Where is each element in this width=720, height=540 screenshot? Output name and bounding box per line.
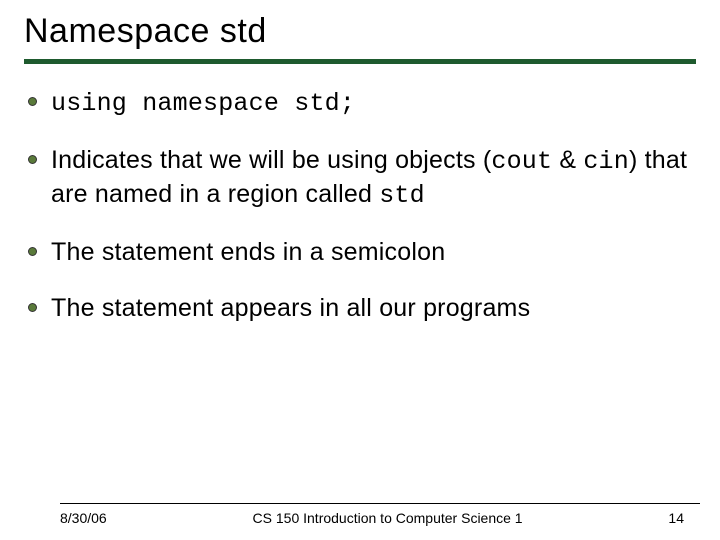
bullet-icon: [28, 303, 37, 312]
code-text: cout: [491, 147, 552, 176]
footer-divider: [60, 503, 700, 504]
bullet-icon: [28, 247, 37, 256]
bullet-text: The statement appears in all our program…: [51, 292, 530, 324]
slide-footer: 8/30/06 CS 150 Introduction to Computer …: [0, 503, 720, 526]
footer-date: 8/30/06: [60, 510, 107, 526]
bullet-item: The statement appears in all our program…: [28, 292, 696, 324]
slide: Namespace std using namespace std; Indic…: [0, 0, 720, 540]
bullet-item: using namespace std;: [28, 86, 696, 120]
text-run: &: [552, 146, 583, 174]
slide-content: using namespace std; Indicates that we w…: [24, 86, 696, 324]
bullet-item: Indicates that we will be using objects …: [28, 144, 696, 212]
footer-row: 8/30/06 CS 150 Introduction to Computer …: [24, 510, 696, 526]
footer-page-number: 14: [668, 510, 684, 526]
bullet-icon: [28, 155, 37, 164]
bullet-text: Indicates that we will be using objects …: [51, 144, 696, 212]
code-text: using namespace std;: [51, 89, 355, 118]
title-underline: [24, 59, 696, 64]
slide-title: Namespace std: [24, 12, 696, 59]
code-text: std: [379, 181, 425, 210]
bullet-icon: [28, 97, 37, 106]
code-text: cin: [583, 147, 629, 176]
bullet-item: The statement ends in a semicolon: [28, 236, 696, 268]
bullet-text: using namespace std;: [51, 86, 355, 120]
text-run: Indicates that we will be using objects …: [51, 146, 491, 174]
bullet-text: The statement ends in a semicolon: [51, 236, 445, 268]
footer-course: CS 150 Introduction to Computer Science …: [107, 510, 669, 526]
